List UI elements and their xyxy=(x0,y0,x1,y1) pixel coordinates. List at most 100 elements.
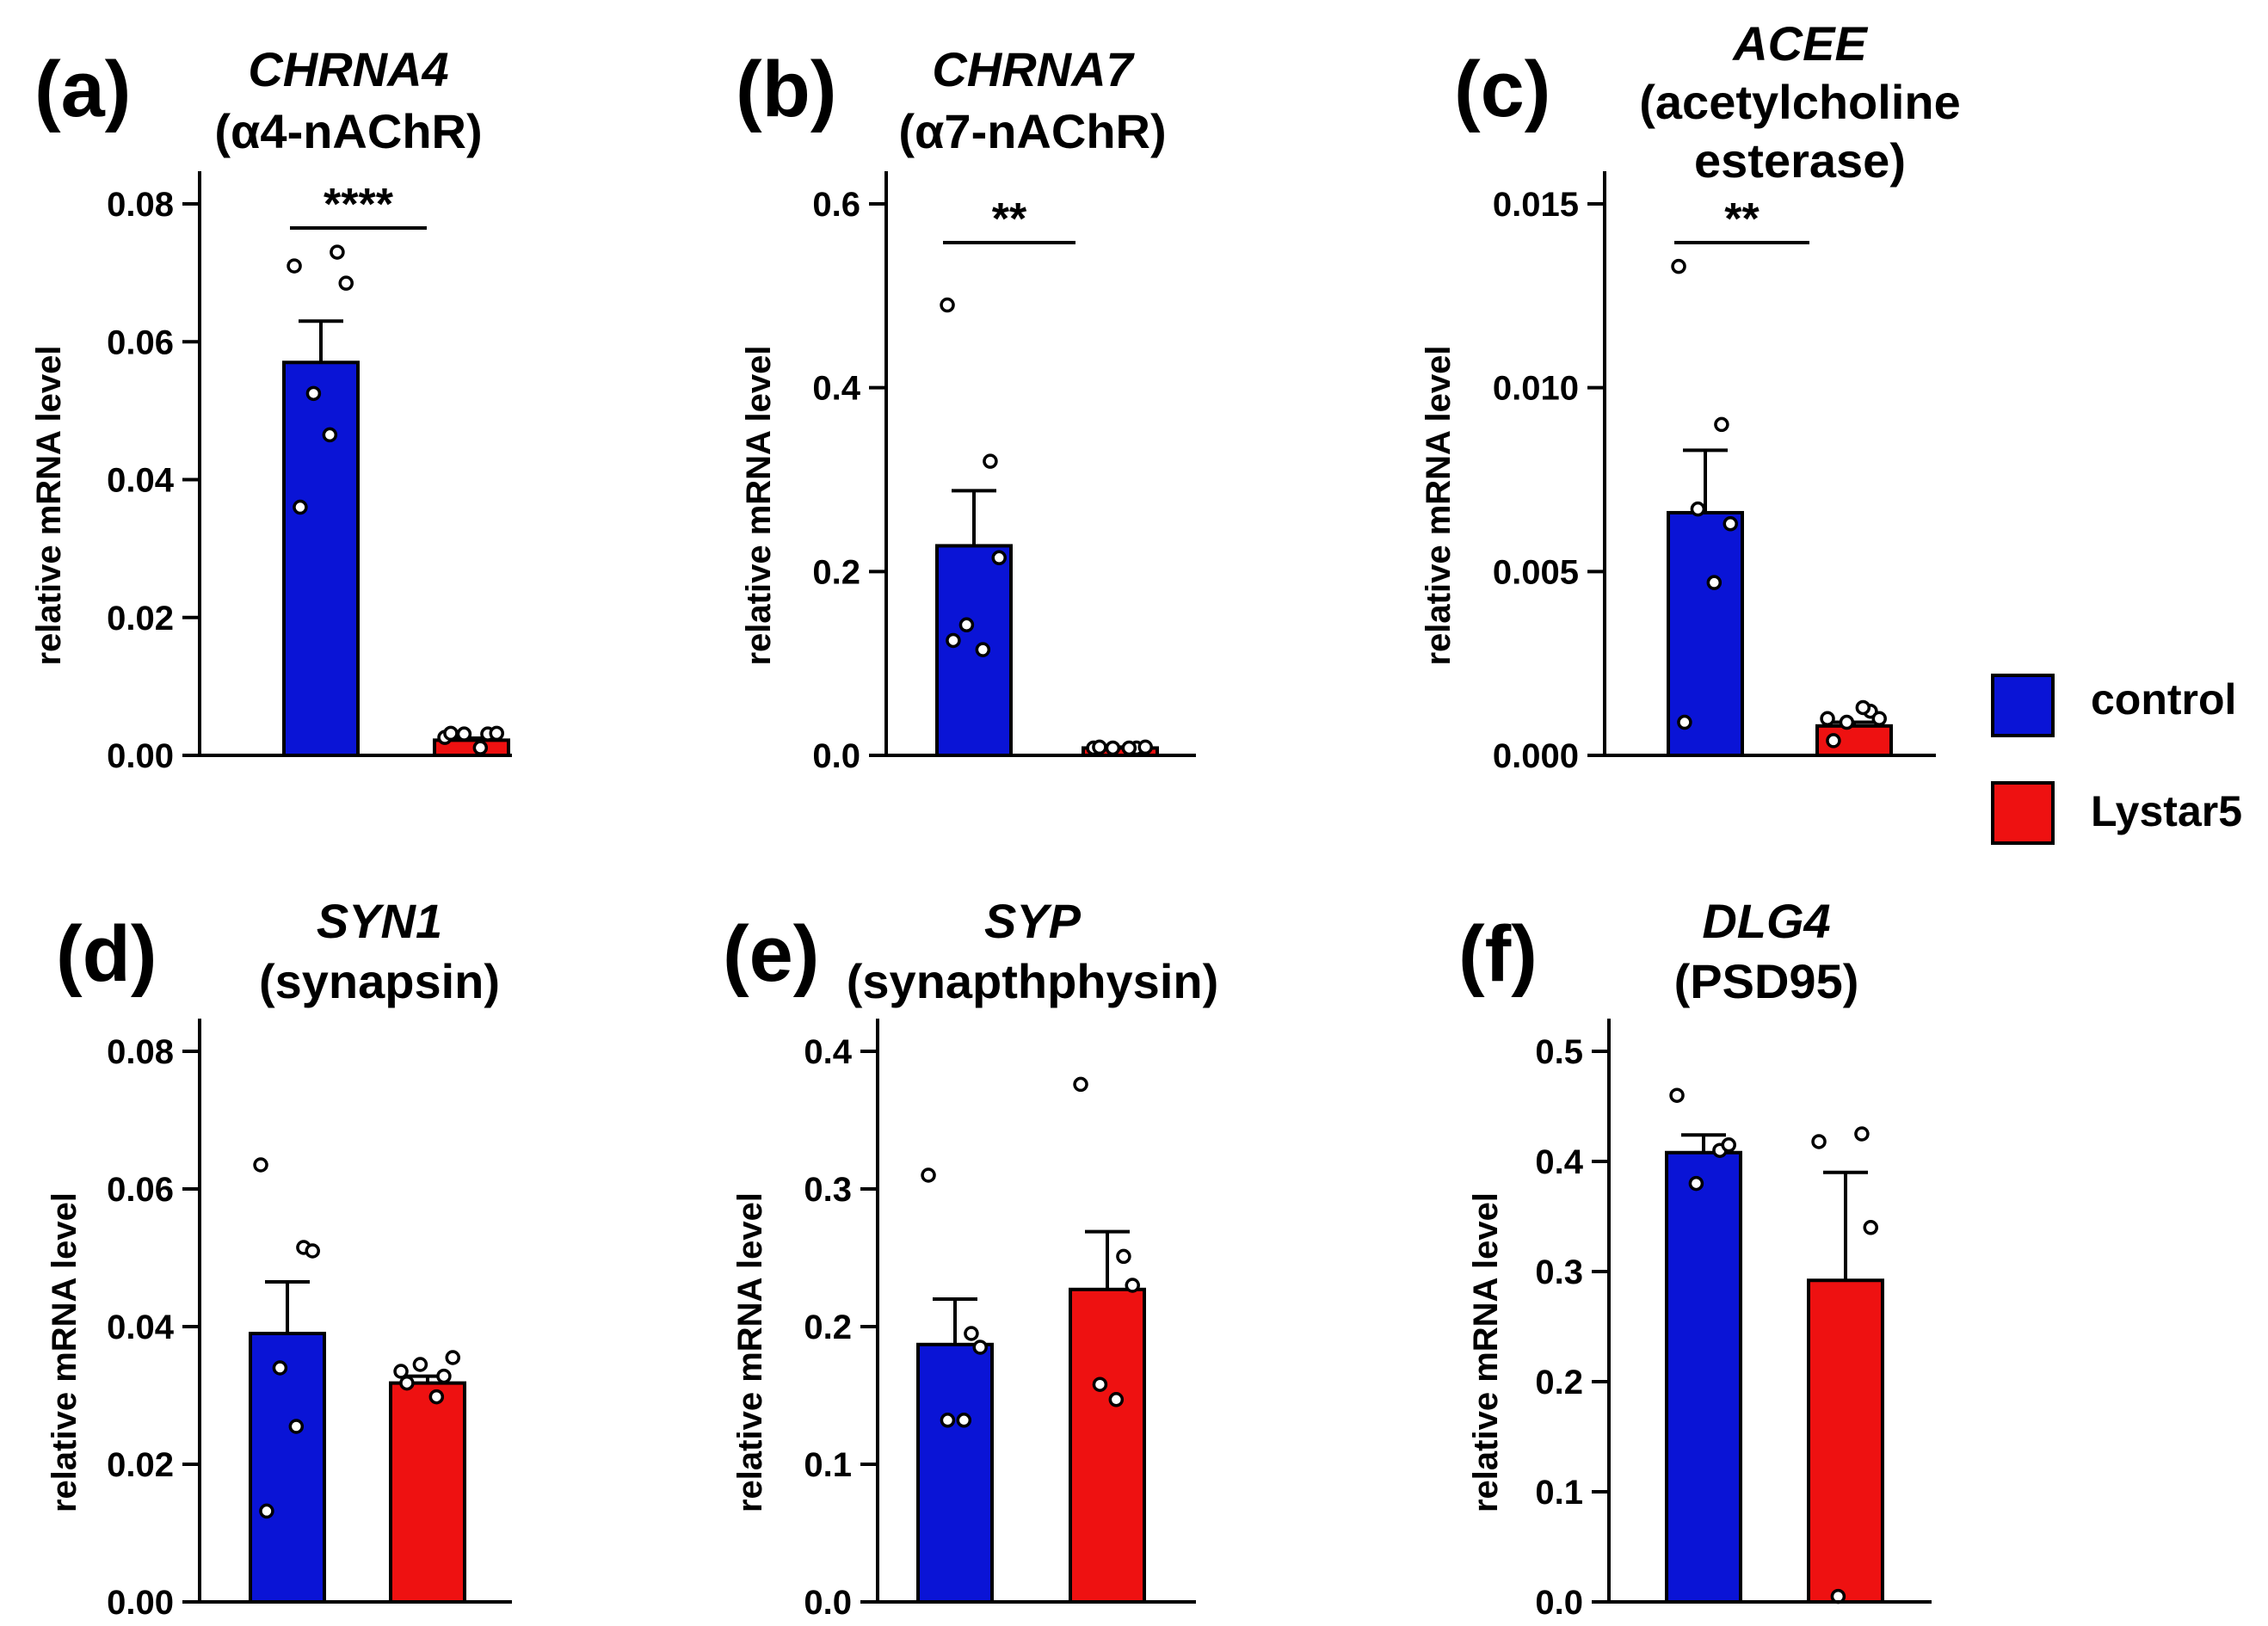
chart-title-protein: (α4-nAChR) xyxy=(214,104,482,158)
y-tick-label: 0.06 xyxy=(107,323,174,361)
chart-title-gene: ACEE xyxy=(1731,16,1868,71)
chart-title-protein: esterase) xyxy=(1694,133,1906,188)
data-point-control xyxy=(1706,575,1723,590)
data-point-lystar5 xyxy=(443,725,459,742)
data-point-lystar5 xyxy=(1871,711,1887,727)
significance-label: **** xyxy=(324,180,394,230)
data-point-control xyxy=(964,1326,979,1341)
data-point-lystar5 xyxy=(1116,1248,1131,1265)
data-point-control xyxy=(921,1167,936,1183)
data-point-control xyxy=(330,244,345,260)
y-tick-label: 0.3 xyxy=(1535,1253,1583,1291)
chart-title-protein: (acetylcholine xyxy=(1639,75,1960,129)
y-tick-label: 0.3 xyxy=(804,1171,852,1209)
data-point-lystar5 xyxy=(412,1357,428,1372)
data-point-lystar5 xyxy=(1811,1134,1827,1149)
data-point-control xyxy=(940,1413,956,1428)
data-point-control xyxy=(1688,1175,1704,1192)
data-point-lystar5 xyxy=(1105,740,1121,756)
bar-control xyxy=(935,544,1013,757)
y-tick-label: 0.2 xyxy=(812,553,860,591)
chart-title-gene: DLG4 xyxy=(1702,894,1830,948)
data-point-control xyxy=(1714,416,1729,433)
chart-panel-e: (e) SYP (synapthphysin) relative mRNA level… xyxy=(723,894,1218,1622)
y-axis-label: relative mRNA level xyxy=(731,1192,769,1512)
data-point-control xyxy=(956,1413,972,1428)
data-point-control xyxy=(946,632,961,649)
data-point-control xyxy=(975,642,991,657)
y-tick-label: 0.0 xyxy=(804,1584,852,1622)
legend-swatch-lystar5 xyxy=(1991,781,2055,845)
y-tick-label: 0.02 xyxy=(107,600,174,637)
y-tick-label: 0.010 xyxy=(1493,370,1579,408)
y-tick-label: 0.4 xyxy=(1535,1143,1583,1181)
data-point-lystar5 xyxy=(1137,739,1153,755)
chart-panel-a: (a) CHRNA4 (α4-nAChR) relative mRNA level 0.… xyxy=(30,42,512,775)
data-point-control xyxy=(940,297,955,313)
y-tick-label: 0.04 xyxy=(107,462,175,500)
data-point-lystar5 xyxy=(1092,1377,1108,1392)
y-tick-label: 0.4 xyxy=(812,370,860,408)
panel-label: (b) xyxy=(736,46,836,133)
data-point-control xyxy=(338,275,354,291)
data-point-lystar5 xyxy=(428,1389,445,1405)
data-point-control xyxy=(322,427,338,443)
data-point-control xyxy=(991,550,1007,566)
panel-label: (e) xyxy=(723,910,819,998)
y-tick-label: 0.0 xyxy=(1535,1584,1583,1622)
bar-control xyxy=(1665,1150,1742,1604)
legend-swatch-control xyxy=(1991,674,2055,737)
chart-title-gene: CHRNA7 xyxy=(932,42,1135,96)
data-point-control xyxy=(1723,516,1738,532)
legend-label-control: control xyxy=(2091,675,2236,724)
y-tick-label: 0.2 xyxy=(1535,1364,1583,1401)
y-tick-label: 0.06 xyxy=(107,1171,174,1209)
y-tick-label: 0.04 xyxy=(107,1309,175,1346)
y-axis-label: relative mRNA level xyxy=(30,345,68,665)
data-point-control xyxy=(272,1360,288,1376)
data-point-lystar5 xyxy=(1125,1278,1140,1293)
y-tick-label: 0.08 xyxy=(107,186,174,224)
data-point-lystar5 xyxy=(489,725,504,742)
chart-title-protein: (synapthphysin) xyxy=(847,954,1218,1008)
data-point-control xyxy=(287,258,302,274)
chart-panel-d: (d) SYN1 (synapsin) relative mRNA level 0.00… xyxy=(46,894,512,1622)
chart-panel-b: (b) CHRNA7 (α7-nAChR) relative mRNA level 0.… xyxy=(736,42,1196,775)
data-point-lystar5 xyxy=(1108,1392,1125,1407)
significance-label: ** xyxy=(1724,194,1760,244)
panel-label: (f) xyxy=(1458,910,1538,998)
y-tick-label: 0.08 xyxy=(107,1033,174,1071)
data-point-lystar5 xyxy=(1826,733,1841,748)
bar-lystar5 xyxy=(389,1381,466,1604)
y-tick-label: 0.02 xyxy=(107,1446,174,1484)
data-point-lystar5 xyxy=(1121,740,1137,756)
data-point-lystar5 xyxy=(1092,739,1107,755)
panel-label: (a) xyxy=(34,46,131,133)
y-tick-label: 0.015 xyxy=(1493,186,1579,224)
chart-title-protein: (synapsin) xyxy=(259,954,500,1008)
data-point-lystar5 xyxy=(472,740,489,755)
data-point-control xyxy=(259,1503,274,1519)
data-point-control xyxy=(1690,501,1706,517)
data-point-lystar5 xyxy=(1839,714,1855,730)
panel-label: (c) xyxy=(1454,46,1550,133)
y-tick-label: 0.000 xyxy=(1493,737,1579,775)
chart-title-protein: (α7-nAChR) xyxy=(898,104,1166,158)
legend-label-lystar5: Lystar5 xyxy=(2091,787,2242,835)
data-point-control xyxy=(983,453,998,469)
data-point-control xyxy=(1677,714,1692,730)
data-point-lystar5 xyxy=(436,1368,452,1384)
data-point-lystar5 xyxy=(445,1350,460,1365)
data-point-control xyxy=(293,499,308,515)
data-point-lystar5 xyxy=(1820,711,1835,727)
data-point-lystar5 xyxy=(1854,1126,1870,1142)
data-point-control xyxy=(1671,258,1686,274)
chart-title-protein: (PSD95) xyxy=(1674,954,1859,1008)
chart-title-gene: SYP xyxy=(984,894,1082,948)
data-point-control xyxy=(1721,1137,1736,1153)
panel-label: (d) xyxy=(56,910,157,998)
data-point-control xyxy=(958,617,975,633)
data-point-lystar5 xyxy=(399,1375,415,1391)
data-point-control xyxy=(1669,1087,1685,1103)
